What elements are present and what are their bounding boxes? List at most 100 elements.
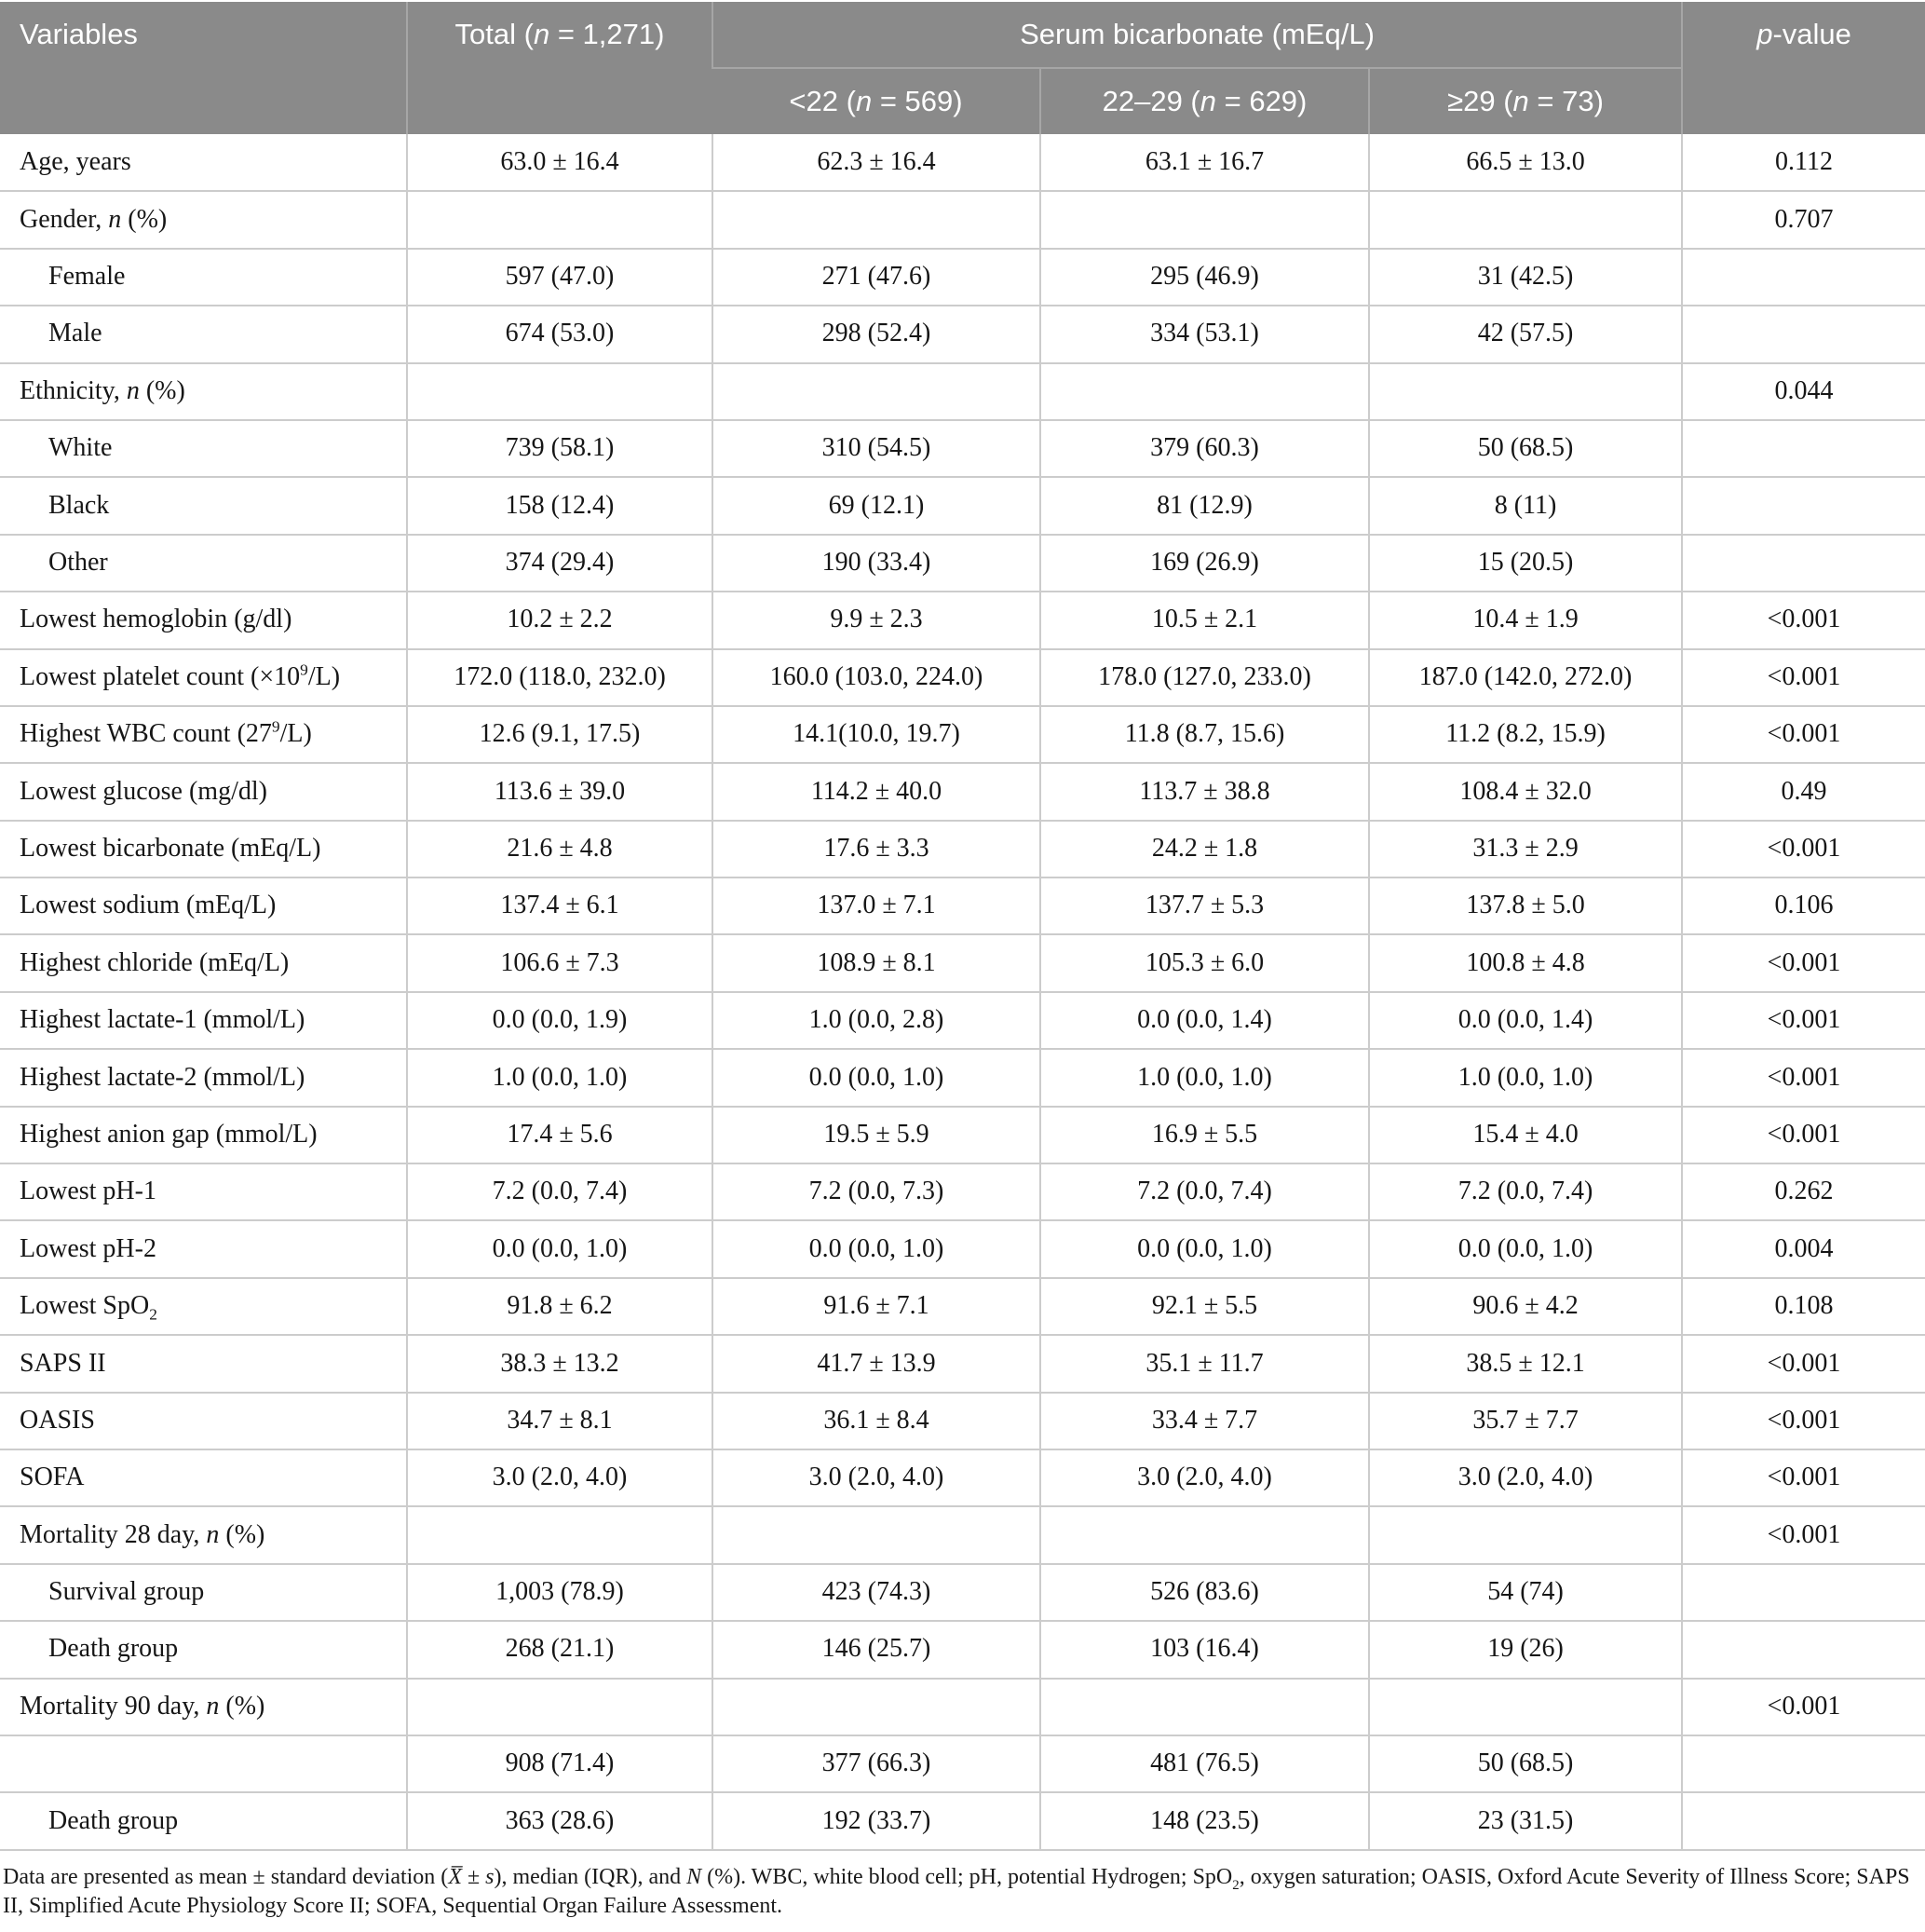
table-row: Ethnicity, n (%) 0.044 bbox=[0, 361, 1925, 421]
cell-p-value: 0.262 bbox=[1681, 1163, 1925, 1222]
cell-22-29: 16.9 ± 5.5 bbox=[1039, 1105, 1370, 1165]
cell-22-29 bbox=[1039, 1505, 1370, 1565]
cell-lt22: 146 (25.7) bbox=[712, 1620, 1041, 1680]
table-row: Age, years 63.0 ± 16.4 62.3 ± 16.4 63.1 ± 1… bbox=[0, 134, 1925, 193]
cell-variable: Lowest hemoglobin (g/dl) bbox=[0, 591, 408, 650]
cell-total: 908 (71.4) bbox=[406, 1734, 713, 1794]
cell-p-value: <0.001 bbox=[1681, 591, 1925, 650]
cell-22-29: 35.1 ± 11.7 bbox=[1039, 1334, 1370, 1394]
cell-lt22 bbox=[712, 190, 1041, 250]
cell-22-29: 103 (16.4) bbox=[1039, 1620, 1370, 1680]
cell-total: 674 (53.0) bbox=[406, 305, 713, 364]
cell-ge29: 10.4 ± 1.9 bbox=[1367, 591, 1684, 650]
table-row: Lowest glucose (mg/dl) 113.6 ± 39.0 114.2 … bbox=[0, 762, 1925, 822]
cell-lt22: 3.0 (2.0, 4.0) bbox=[712, 1448, 1041, 1508]
table-row: Black 158 (12.4) 69 (12.1) 81 (12.9) 8 (11) bbox=[0, 476, 1925, 536]
cell-variable: SOFA bbox=[0, 1448, 408, 1508]
cell-total bbox=[406, 190, 713, 250]
cell-lt22: 377 (66.3) bbox=[712, 1734, 1041, 1794]
cell-lt22: 190 (33.4) bbox=[712, 533, 1041, 593]
cell-total bbox=[406, 1677, 713, 1736]
cell-variable: Other bbox=[0, 533, 408, 593]
cell-ge29: 23 (31.5) bbox=[1367, 1791, 1684, 1851]
cell-p-value bbox=[1681, 1791, 1925, 1851]
cell-ge29: 50 (68.5) bbox=[1367, 1734, 1684, 1794]
cell-lt22: 62.3 ± 16.4 bbox=[712, 134, 1041, 193]
cell-variable: Death group bbox=[0, 1791, 408, 1851]
cell-total: 17.4 ± 5.6 bbox=[406, 1105, 713, 1165]
cell-variable: Lowest pH-2 bbox=[0, 1219, 408, 1279]
table-row: Lowest platelet count (×109/L) 172.0 (118… bbox=[0, 647, 1925, 707]
cell-ge29: 38.5 ± 12.1 bbox=[1367, 1334, 1684, 1394]
cell-p-value bbox=[1681, 305, 1925, 364]
table-row: Mortality 28 day, n (%) <0.001 bbox=[0, 1505, 1925, 1565]
cell-22-29: 11.8 (8.7, 15.6) bbox=[1039, 704, 1370, 765]
cell-ge29: 100.8 ± 4.8 bbox=[1367, 933, 1684, 993]
cell-variable: Highest WBC count (279/L) bbox=[0, 704, 408, 765]
cell-22-29: 33.4 ± 7.7 bbox=[1039, 1391, 1370, 1450]
cell-ge29: 42 (57.5) bbox=[1367, 305, 1684, 364]
cell-p-value: <0.001 bbox=[1681, 704, 1925, 765]
cell-total: 10.2 ± 2.2 bbox=[406, 591, 713, 650]
cell-p-value: 0.106 bbox=[1681, 877, 1925, 936]
cell-total: 172.0 (118.0, 232.0) bbox=[406, 647, 713, 707]
table-row: Highest WBC count (279/L) 12.6 (9.1, 17.5… bbox=[0, 704, 1925, 765]
table-row: Lowest hemoglobin (g/dl) 10.2 ± 2.2 9.9 ± … bbox=[0, 591, 1925, 650]
cell-p-value bbox=[1681, 533, 1925, 593]
table-row: Mortality 90 day, n (%) <0.001 bbox=[0, 1677, 1925, 1736]
cell-22-29: 63.1 ± 16.7 bbox=[1039, 134, 1370, 193]
cell-lt22: 192 (33.7) bbox=[712, 1791, 1041, 1851]
table-row: Death group 268 (21.1) 146 (25.7) 103 (16.4… bbox=[0, 1620, 1925, 1680]
header-p-value: p-value bbox=[1681, 2, 1925, 134]
footnote: Data are presented as mean ± standard de… bbox=[3, 1864, 1910, 1918]
cell-22-29: 7.2 (0.0, 7.4) bbox=[1039, 1163, 1370, 1222]
cell-ge29: 54 (74) bbox=[1367, 1562, 1684, 1623]
cell-total: 113.6 ± 39.0 bbox=[406, 762, 713, 822]
cell-p-value: 0.044 bbox=[1681, 361, 1925, 421]
table-body: Age, years 63.0 ± 16.4 62.3 ± 16.4 63.1 ± 1… bbox=[0, 134, 1925, 1851]
cell-variable: Highest lactate-1 (mmol/L) bbox=[0, 990, 408, 1051]
cell-lt22: 7.2 (0.0, 7.3) bbox=[712, 1163, 1041, 1222]
cell-lt22: 160.0 (103.0, 224.0) bbox=[712, 647, 1041, 707]
cell-variable: OASIS bbox=[0, 1391, 408, 1450]
cell-p-value: <0.001 bbox=[1681, 1334, 1925, 1394]
cell-p-value: 0.004 bbox=[1681, 1219, 1925, 1279]
cell-22-29: 92.1 ± 5.5 bbox=[1039, 1276, 1370, 1337]
cell-total: 739 (58.1) bbox=[406, 418, 713, 479]
cell-ge29 bbox=[1367, 190, 1684, 250]
cell-22-29: 10.5 ± 2.1 bbox=[1039, 591, 1370, 650]
cell-total bbox=[406, 361, 713, 421]
cell-p-value bbox=[1681, 1734, 1925, 1794]
cell-variable: Lowest platelet count (×109/L) bbox=[0, 647, 408, 707]
cell-ge29: 31 (42.5) bbox=[1367, 247, 1684, 307]
cell-variable: Ethnicity, n (%) bbox=[0, 361, 408, 421]
cell-lt22: 423 (74.3) bbox=[712, 1562, 1041, 1623]
cell-p-value: <0.001 bbox=[1681, 933, 1925, 993]
cell-22-29 bbox=[1039, 190, 1370, 250]
cell-variable: Female bbox=[0, 247, 408, 307]
table-row: Female 597 (47.0) 271 (47.6) 295 (46.9) 31 (… bbox=[0, 247, 1925, 307]
cell-variable: Highest chloride (mEq/L) bbox=[0, 933, 408, 993]
cell-ge29: 0.0 (0.0, 1.0) bbox=[1367, 1219, 1684, 1279]
cell-variable: Black bbox=[0, 476, 408, 536]
cell-total: 34.7 ± 8.1 bbox=[406, 1391, 713, 1450]
cell-variable: SAPS II bbox=[0, 1334, 408, 1394]
header-subgroup-ge29: ≥29 (n = 73) bbox=[1367, 68, 1683, 134]
cell-total: 91.8 ± 6.2 bbox=[406, 1276, 713, 1337]
cell-p-value: <0.001 bbox=[1681, 1105, 1925, 1165]
cell-total: 63.0 ± 16.4 bbox=[406, 134, 713, 193]
cell-ge29: 3.0 (2.0, 4.0) bbox=[1367, 1448, 1684, 1508]
cell-lt22 bbox=[712, 1505, 1041, 1565]
cell-22-29 bbox=[1039, 1677, 1370, 1736]
cell-p-value bbox=[1681, 1620, 1925, 1680]
table-row: White 739 (58.1) 310 (54.5) 379 (60.3) 50 (6… bbox=[0, 418, 1925, 479]
cell-22-29: 1.0 (0.0, 1.0) bbox=[1039, 1048, 1370, 1108]
cell-22-29: 0.0 (0.0, 1.0) bbox=[1039, 1219, 1370, 1279]
header-serum-bicarbonate-group: Serum bicarbonate (mEq/L) bbox=[711, 2, 1683, 69]
cell-total: 38.3 ± 13.2 bbox=[406, 1334, 713, 1394]
cell-lt22: 41.7 ± 13.9 bbox=[712, 1334, 1041, 1394]
cell-variable: White bbox=[0, 418, 408, 479]
cell-p-value: <0.001 bbox=[1681, 647, 1925, 707]
cell-total: 12.6 (9.1, 17.5) bbox=[406, 704, 713, 765]
cell-variable: Lowest SpO2 bbox=[0, 1276, 408, 1337]
